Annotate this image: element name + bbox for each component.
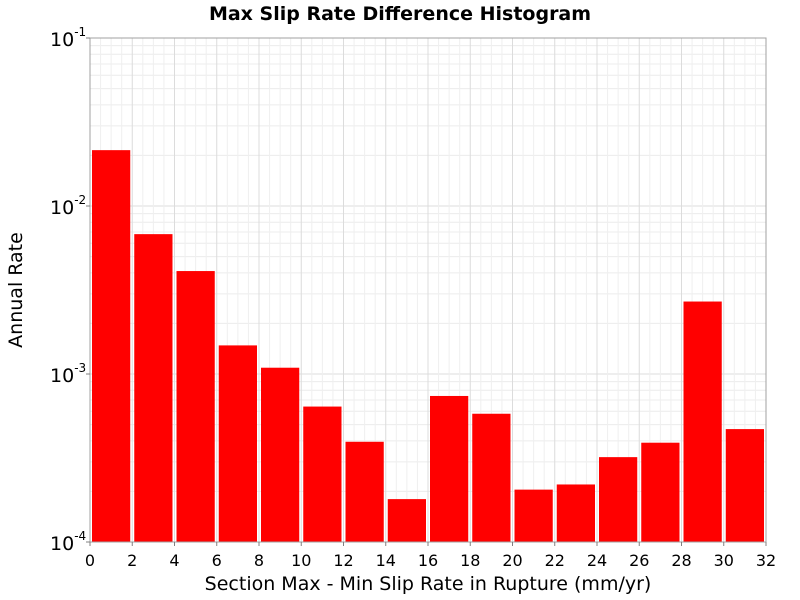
histogram-bar	[599, 457, 638, 542]
histogram-bar	[261, 367, 300, 542]
y-tick-label: 10-4	[50, 529, 86, 555]
y-tick-label: 10-1	[50, 25, 86, 51]
histogram-bar	[387, 499, 426, 542]
x-tick-label: 0	[85, 551, 95, 570]
histogram-bar	[556, 484, 595, 542]
y-axis-label: Annual Rate	[5, 232, 27, 348]
x-tick-label: 12	[333, 551, 353, 570]
y-tick-label: 10-3	[50, 361, 86, 387]
histogram-bar	[345, 441, 384, 542]
y-tick-exponent: -2	[74, 193, 86, 207]
histogram-bar	[514, 489, 553, 542]
x-tick-label: 16	[418, 551, 438, 570]
x-tick-label: 6	[212, 551, 222, 570]
x-tick-label: 30	[714, 551, 734, 570]
x-tick-label: 32	[756, 551, 776, 570]
x-tick-label: 28	[671, 551, 691, 570]
x-tick-label: 26	[629, 551, 649, 570]
x-tick-label: 10	[291, 551, 311, 570]
x-tick-label: 8	[254, 551, 264, 570]
chart-title: Max Slip Rate Difference Histogram	[209, 3, 591, 25]
x-tick-label: 18	[460, 551, 480, 570]
x-tick-label: 20	[502, 551, 522, 570]
x-tick-label: 2	[127, 551, 137, 570]
histogram-bar	[218, 345, 257, 542]
histogram-bar	[134, 234, 173, 543]
y-tick-label: 10-2	[50, 193, 86, 219]
y-axis-ticks: 10-4 10-3 10-2 10-1	[50, 25, 90, 555]
y-tick-exponent: -1	[74, 25, 86, 39]
histogram-bar	[472, 413, 511, 542]
y-tick-exponent: -4	[74, 529, 86, 543]
x-tick-label: 14	[376, 551, 396, 570]
histogram-bar	[430, 395, 469, 542]
x-tick-label: 22	[545, 551, 565, 570]
histogram-bar	[641, 442, 680, 542]
histogram-bar	[725, 429, 764, 542]
y-tick-exponent: -3	[74, 361, 86, 375]
x-axis-ticks: 0 2 4 6 8 10 12 14 16 18 20 22 24 26 28 30 32	[85, 542, 776, 570]
x-axis-label: Section Max - Min Slip Rate in Rupture (…	[205, 573, 652, 595]
histogram-bar	[92, 150, 131, 543]
histogram-bar	[683, 301, 722, 542]
histogram-bar	[176, 271, 215, 542]
histogram-bar	[303, 406, 342, 542]
bars-group	[92, 150, 764, 543]
x-tick-label: 4	[169, 551, 179, 570]
x-tick-label: 24	[587, 551, 607, 570]
